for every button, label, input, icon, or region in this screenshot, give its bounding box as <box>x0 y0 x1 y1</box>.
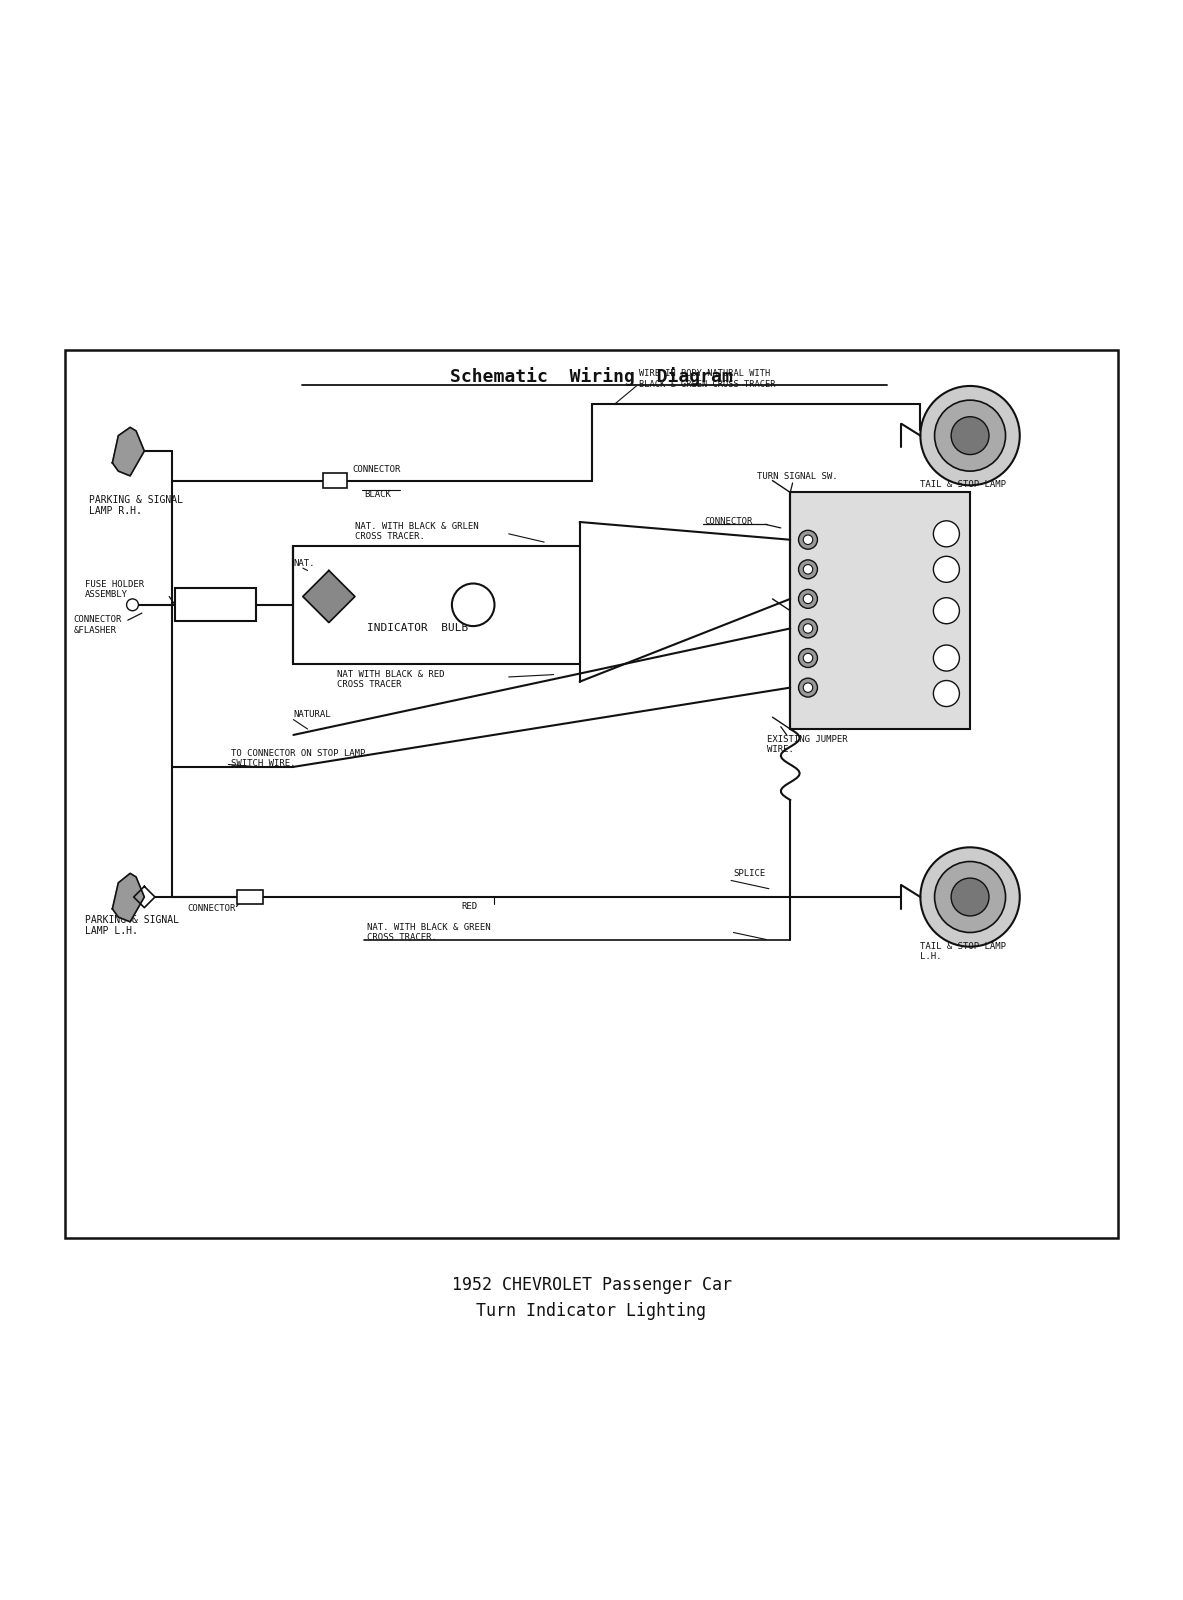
Text: CONNECTOR
&FLASHER: CONNECTOR &FLASHER <box>73 616 122 635</box>
Bar <box>293 546 580 664</box>
Text: PARKING & SIGNAL
LAMP R.H.: PARKING & SIGNAL LAMP R.H. <box>89 494 182 517</box>
Bar <box>65 350 1118 1238</box>
Circle shape <box>935 400 1006 470</box>
Polygon shape <box>303 571 355 622</box>
Circle shape <box>799 530 817 549</box>
Circle shape <box>799 560 817 579</box>
Text: CONNECTOR: CONNECTOR <box>704 517 752 526</box>
Text: NAT. WITH BLACK & GRLEN
CROSS TRACER.: NAT. WITH BLACK & GRLEN CROSS TRACER. <box>355 522 479 541</box>
Bar <box>237 890 263 904</box>
Circle shape <box>803 565 813 574</box>
Polygon shape <box>112 874 144 922</box>
Text: BLACK: BLACK <box>364 490 392 499</box>
Circle shape <box>933 522 959 547</box>
Text: INDICATOR  BULB: INDICATOR BULB <box>367 624 468 634</box>
Text: SPLICE: SPLICE <box>733 869 765 878</box>
Circle shape <box>452 584 494 626</box>
Circle shape <box>951 878 989 915</box>
Bar <box>323 474 347 488</box>
Circle shape <box>799 619 817 638</box>
Text: TO CONNECTOR ON STOP LAMP
SWITCH WIRE.: TO CONNECTOR ON STOP LAMP SWITCH WIRE. <box>231 749 366 768</box>
Text: RED: RED <box>461 902 478 912</box>
Circle shape <box>933 645 959 670</box>
Circle shape <box>803 624 813 634</box>
Circle shape <box>803 653 813 662</box>
Bar <box>175 589 256 621</box>
Circle shape <box>803 594 813 603</box>
Text: Turn Indicator Lighting: Turn Indicator Lighting <box>477 1302 706 1320</box>
Circle shape <box>935 861 1006 933</box>
Bar <box>790 493 970 730</box>
Circle shape <box>799 678 817 698</box>
Circle shape <box>951 416 989 454</box>
Text: CONNECTOR: CONNECTOR <box>187 904 235 914</box>
Circle shape <box>933 598 959 624</box>
Circle shape <box>933 680 959 707</box>
Circle shape <box>127 598 138 611</box>
Circle shape <box>920 386 1020 485</box>
Text: NAT WITH BLACK & RED
CROSS TRACER: NAT WITH BLACK & RED CROSS TRACER <box>337 670 445 690</box>
Text: NAT. WITH BLACK & GREEN
CROSS TRACER.: NAT. WITH BLACK & GREEN CROSS TRACER. <box>367 923 491 942</box>
Circle shape <box>933 557 959 582</box>
Circle shape <box>920 848 1020 947</box>
Circle shape <box>803 683 813 693</box>
Text: EXISTING JUMPER
WIRE.: EXISTING JUMPER WIRE. <box>767 734 847 754</box>
Text: PARKING & SIGNAL
LAMP L.H.: PARKING & SIGNAL LAMP L.H. <box>85 915 179 936</box>
Text: TURN SIGNAL SW.: TURN SIGNAL SW. <box>757 472 838 480</box>
Text: CONNECTOR: CONNECTOR <box>353 466 401 475</box>
Circle shape <box>799 648 817 667</box>
Text: WIRE IN BODY NATURAL WITH
BLACK & GREEN CROSS TRACER: WIRE IN BODY NATURAL WITH BLACK & GREEN … <box>639 370 775 389</box>
Circle shape <box>803 534 813 544</box>
Circle shape <box>799 589 817 608</box>
Text: Schematic  Wiring  Diagram: Schematic Wiring Diagram <box>450 366 733 386</box>
Text: TAIL & STOP LAMP
L.H.: TAIL & STOP LAMP L.H. <box>920 942 1007 962</box>
Text: 1952 CHEVROLET Passenger Car: 1952 CHEVROLET Passenger Car <box>452 1277 731 1294</box>
Polygon shape <box>112 427 144 475</box>
Text: TAIL & STOP LAMP
R.H.: TAIL & STOP LAMP R.H. <box>920 480 1007 499</box>
Text: NAT.: NAT. <box>293 558 315 568</box>
Text: NATURAL: NATURAL <box>293 710 331 720</box>
Text: FUSE HOLDER
ASSEMBLY: FUSE HOLDER ASSEMBLY <box>85 579 144 598</box>
